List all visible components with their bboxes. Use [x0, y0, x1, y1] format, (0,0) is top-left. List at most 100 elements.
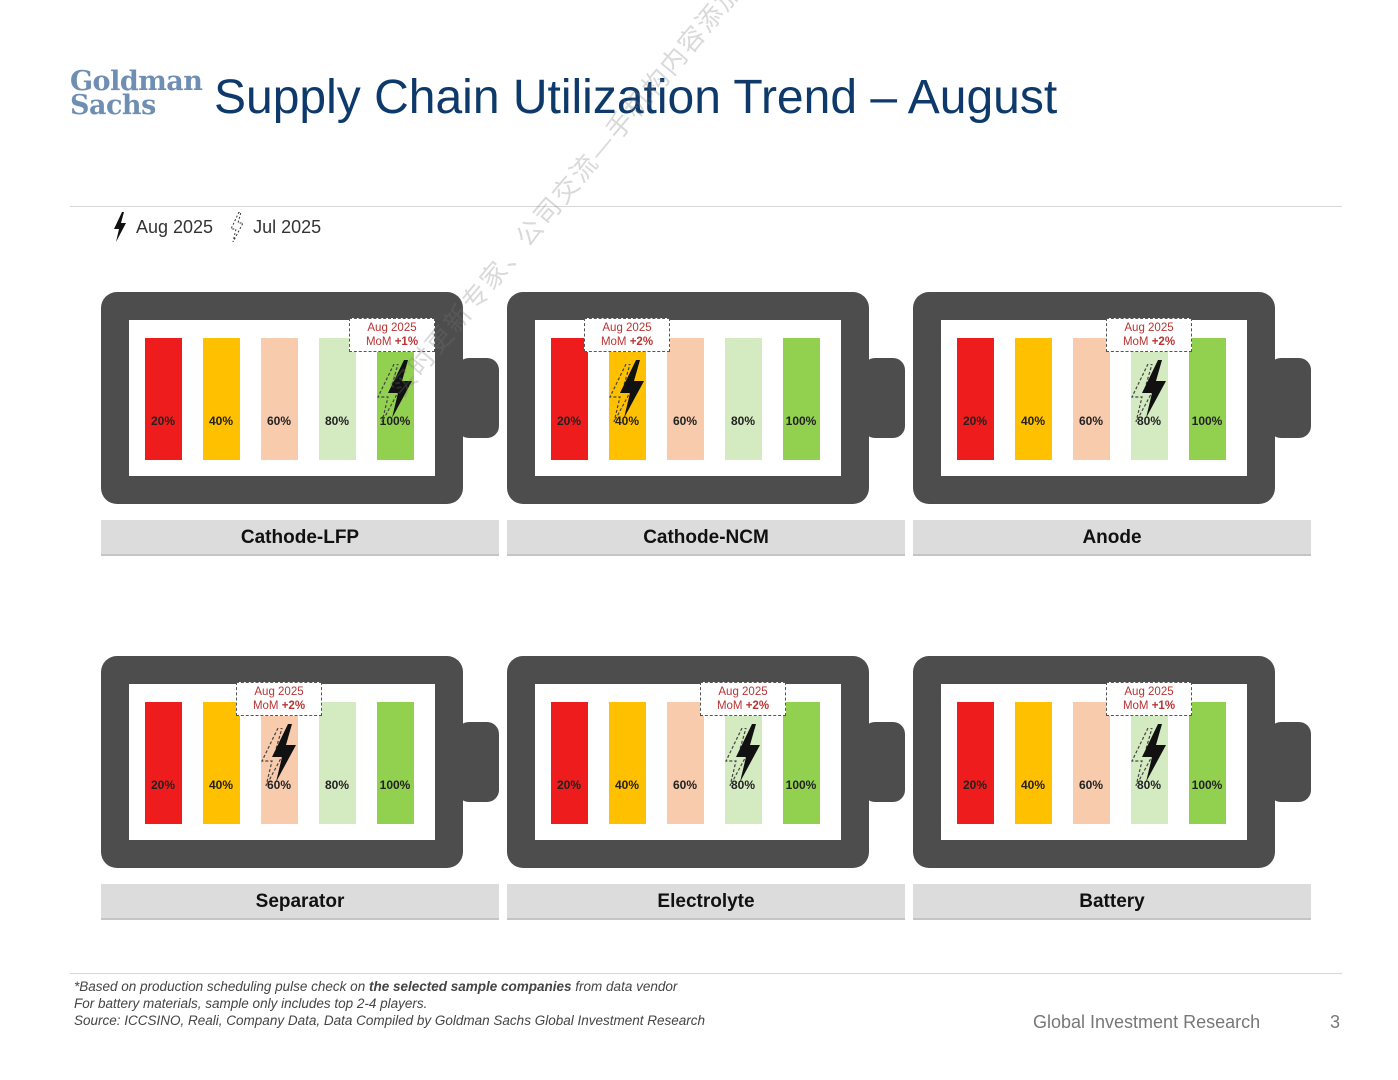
battery-window: 20% 40% 60% 80% 100% Aug 2025 MoM +2%: [535, 318, 841, 476]
bolt-jul-marker: [377, 364, 404, 422]
battery-panel-cathode-lfp: 20% 40% 60% 80% 100% Aug 2025 MoM +1% Cathode-L…: [101, 292, 511, 562]
level-bar-100pct: [377, 702, 414, 824]
level-bar-100pct: [1189, 702, 1226, 824]
level-label: 100%: [1191, 778, 1223, 792]
level-label: 20%: [962, 414, 988, 428]
footer-divider: [70, 973, 1342, 974]
category-label: Electrolyte: [507, 884, 905, 920]
level-bar-40pct: [609, 702, 646, 824]
level-label: 100%: [379, 778, 411, 792]
level-label: 80%: [324, 414, 350, 428]
callout-mom-prefix: MoM: [716, 700, 746, 712]
bolt-jul-marker: [261, 728, 288, 786]
page-title: Supply Chain Utilization Trend – August: [214, 71, 1058, 124]
bolt-aug-marker: [272, 724, 296, 782]
bolt-jul-marker: [725, 728, 752, 786]
callout-month: Aug 2025: [367, 322, 417, 334]
level-label: 60%: [1078, 414, 1104, 428]
bolt-jul-marker: [609, 364, 636, 422]
battery-terminal: [1269, 722, 1311, 802]
bolt-solid-icon: [114, 212, 126, 242]
callout-mom: MoM +2%: [237, 699, 321, 713]
bolt-jul-marker: [1131, 728, 1158, 786]
level-label: 80%: [730, 414, 756, 428]
level-bar-60pct: [1073, 702, 1110, 824]
legend-previous-label: Jul 2025: [253, 216, 322, 237]
category-label: Cathode-NCM: [507, 520, 905, 556]
callout-mom-prefix: MoM: [600, 336, 630, 348]
footnote-source: Source: ICCSINO, Reali, Company Data, Da…: [74, 1013, 706, 1028]
battery-panel-separator: 20% 40% 60% 80% 100% Aug 2025 MoM +2% Separator: [101, 656, 511, 926]
footnote-line1-pre: *Based on production scheduling pulse ch…: [74, 979, 369, 994]
battery-window: 20% 40% 60% 80% 100% Aug 2025 MoM +2%: [941, 318, 1247, 476]
battery-window: 20% 40% 60% 80% 100% Aug 2025 MoM +1%: [129, 318, 435, 476]
callout-mom-value: +2%: [629, 336, 654, 348]
level-label: 40%: [208, 778, 234, 792]
level-bar-20pct: [957, 702, 994, 824]
level-label: 20%: [150, 778, 176, 792]
mom-callout: Aug 2025 MoM +2%: [700, 682, 786, 716]
legend-previous: Jul 2025: [229, 212, 321, 242]
level-bar-20pct: [551, 702, 588, 824]
callout-mom-value: +2%: [1151, 336, 1176, 348]
level-bar-60pct: [667, 702, 704, 824]
bolt-aug-marker: [388, 360, 412, 418]
level-bar-40pct: [609, 338, 646, 460]
level-label: 20%: [150, 414, 176, 428]
level-bar-60pct: [261, 702, 298, 824]
level-label: 60%: [266, 778, 292, 792]
callout-mom-value: +2%: [745, 700, 770, 712]
legend-current: Aug 2025: [112, 212, 213, 242]
footnote: *Based on production scheduling pulse ch…: [74, 978, 705, 1029]
callout-mom-prefix: MoM: [252, 700, 282, 712]
level-bar-100pct: [783, 338, 820, 460]
callout-mom-prefix: MoM: [365, 336, 395, 348]
logo-line2: Sachs: [70, 90, 156, 121]
callout-mom: MoM +2%: [1107, 335, 1191, 349]
bolt-aug-marker: [1142, 360, 1166, 418]
level-bar-80pct: [725, 338, 762, 460]
battery-window: 20% 40% 60% 80% 100% Aug 2025 MoM +2%: [535, 682, 841, 840]
level-label: 40%: [1020, 414, 1046, 428]
callout-month: Aug 2025: [254, 686, 304, 698]
level-label: 20%: [962, 778, 988, 792]
category-label: Anode: [913, 520, 1311, 556]
battery-panel-anode: 20% 40% 60% 80% 100% Aug 2025 MoM +2% Anode: [913, 292, 1323, 562]
battery-panel-battery: 20% 40% 60% 80% 100% Aug 2025 MoM +1% Battery: [913, 656, 1323, 926]
callout-month: Aug 2025: [718, 686, 768, 698]
battery-window: 20% 40% 60% 80% 100% Aug 2025 MoM +1%: [941, 682, 1247, 840]
level-bar-60pct: [1073, 338, 1110, 460]
level-bar-40pct: [203, 338, 240, 460]
level-bar-80pct: [319, 338, 356, 460]
callout-mom: MoM +1%: [350, 335, 434, 349]
battery-panel-cathode-ncm: 20% 40% 60% 80% 100% Aug 2025 MoM +2% Cathode-N…: [507, 292, 917, 562]
level-label: 40%: [614, 778, 640, 792]
battery-terminal: [863, 722, 905, 802]
mom-callout: Aug 2025 MoM +2%: [236, 682, 322, 716]
callout-month: Aug 2025: [1124, 322, 1174, 334]
level-bar-100pct: [377, 338, 414, 460]
mom-callout: Aug 2025 MoM +1%: [1106, 682, 1192, 716]
level-label: 80%: [1136, 778, 1162, 792]
legend-current-label: Aug 2025: [136, 216, 214, 237]
level-bar-40pct: [1015, 702, 1052, 824]
battery-window: 20% 40% 60% 80% 100% Aug 2025 MoM +2%: [129, 682, 435, 840]
bolt-jul-marker: [1131, 364, 1158, 422]
callout-mom-prefix: MoM: [1122, 700, 1152, 712]
level-label: 40%: [614, 414, 640, 428]
level-label: 20%: [556, 778, 582, 792]
level-bar-80pct: [1131, 702, 1168, 824]
footnote-line1-post: from data vendor: [571, 979, 678, 994]
level-label: 80%: [324, 778, 350, 792]
level-bar-20pct: [551, 338, 588, 460]
level-bar-40pct: [1015, 338, 1052, 460]
callout-month: Aug 2025: [602, 322, 652, 334]
level-bar-80pct: [1131, 338, 1168, 460]
level-bar-80pct: [319, 702, 356, 824]
goldman-sachs-logo: Goldman Sachs: [70, 68, 203, 121]
callout-mom: MoM +2%: [701, 699, 785, 713]
footer-brand: Global Investment Research: [1033, 1012, 1261, 1032]
footnote-line2: For battery materials, sample only inclu…: [74, 996, 428, 1011]
level-label: 100%: [785, 414, 817, 428]
callout-mom: MoM +2%: [585, 335, 669, 349]
